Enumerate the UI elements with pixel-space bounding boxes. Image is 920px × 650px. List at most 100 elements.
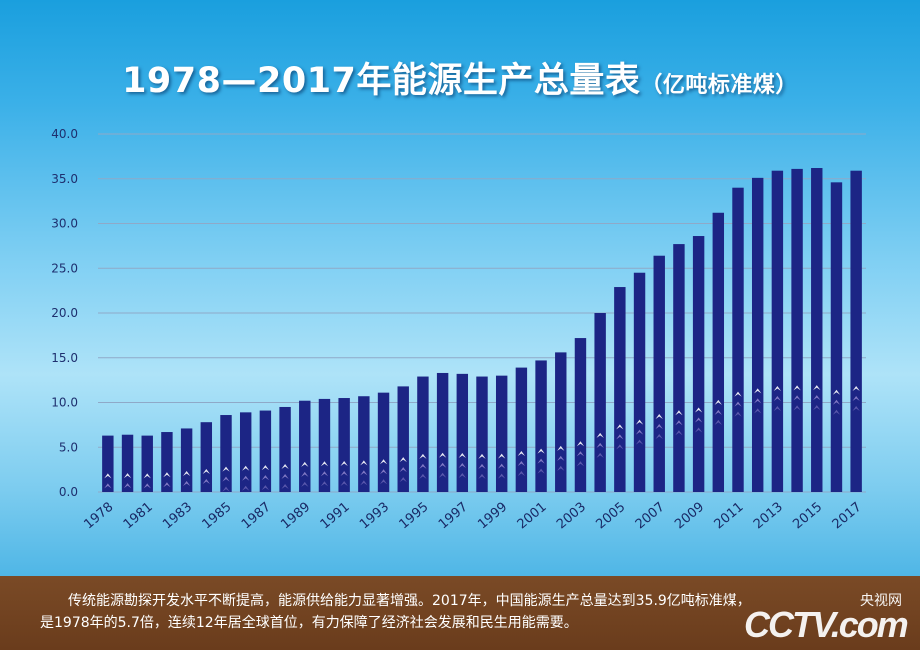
bar-chevron-icon <box>242 485 250 491</box>
bar-chevron-icon <box>438 462 447 468</box>
bar-chevron-icon <box>675 410 683 416</box>
bar-chevron-icon <box>222 486 230 492</box>
bar-chevron-icon <box>498 463 506 469</box>
bar-chevron-icon <box>694 407 703 413</box>
bar-chevron-icon <box>340 470 348 476</box>
bar-chevron-icon <box>458 463 466 469</box>
bar-2005 <box>614 287 626 492</box>
bars <box>102 168 862 493</box>
x-tick-label: 1997 <box>436 500 471 533</box>
bar-chevron-icon <box>438 452 447 458</box>
bar-chevron-icon <box>242 475 250 481</box>
bar-chevron-icon <box>182 471 191 477</box>
bar-2003 <box>574 338 587 492</box>
bar-1984 <box>200 422 213 492</box>
bar-chevron-icon <box>537 458 545 464</box>
bar-chevron-icon <box>301 481 309 487</box>
caption: 传统能源勘探开发水平不断提高，能源供给能力显著增强。2017年，中国能源生产总量… <box>40 590 900 634</box>
bar-2010 <box>712 212 725 492</box>
bar-1996 <box>436 372 449 492</box>
x-tick-label: 2003 <box>554 500 589 533</box>
bar-chevron-icon <box>104 483 112 489</box>
bar-chevron-icon <box>281 463 289 469</box>
bar-chevron-icon <box>813 405 821 411</box>
bar-chevron-icon <box>813 385 821 391</box>
bar-chevron-icon <box>143 483 151 489</box>
bar-1989 <box>299 400 311 492</box>
bar-chevron-icon <box>576 461 585 467</box>
caption-line-1: 传统能源勘探开发水平不断提高，能源供给能力显著增强。2017年，中国能源生产总量… <box>68 593 751 609</box>
x-tick-label: 1989 <box>278 500 313 533</box>
bar-chevron-icon <box>498 473 506 479</box>
bar-chevron-icon <box>261 485 270 491</box>
bar-2013 <box>771 170 784 492</box>
bar-1981 <box>141 435 153 492</box>
bar-chevron-icon <box>458 473 466 479</box>
bar-chevron-icon <box>714 409 722 415</box>
bar-chevron-icon <box>793 395 801 401</box>
x-tick-label: 1995 <box>397 500 432 533</box>
x-tick-label: 1981 <box>121 500 156 533</box>
x-tick-label: 1991 <box>318 500 353 533</box>
bar-chevron-icon <box>832 399 841 405</box>
bar-1990 <box>318 398 331 492</box>
bar-chevron-icon <box>281 483 289 489</box>
bar-chevron-icon <box>202 468 210 474</box>
bar-chevron-icon <box>399 467 407 473</box>
bar-2009 <box>692 236 705 492</box>
bar-chevron-icon <box>281 473 289 479</box>
bar-chevron-icon <box>222 476 230 482</box>
bar-1980 <box>121 434 134 492</box>
bar-chevron-icon <box>163 482 171 488</box>
bar-chevron-icon <box>301 461 309 467</box>
title-unit: （亿吨标准煤） <box>640 73 798 98</box>
bar-1998 <box>476 376 488 492</box>
bar-chevron-icon <box>379 469 388 475</box>
bar-1991 <box>338 398 350 492</box>
bar-chevron-icon <box>478 453 486 459</box>
bar-1983 <box>180 428 193 492</box>
bar-chevron-icon <box>163 472 171 478</box>
bar-chevron-icon <box>438 472 447 478</box>
bar-chevron-icon <box>478 473 486 479</box>
y-tick-label: 15.0 <box>51 351 78 365</box>
y-tick-label: 30.0 <box>51 217 78 231</box>
bar-chevron-icon <box>773 385 782 391</box>
footer-banner: 传统能源勘探开发水平不断提高，能源供给能力显著增强。2017年，中国能源生产总量… <box>0 576 920 650</box>
bar-chevron-icon <box>655 424 663 430</box>
bar-2017 <box>850 170 862 492</box>
bar-chevron-icon <box>596 442 604 448</box>
bar-chevron-icon <box>320 471 329 477</box>
bar-2006 <box>633 272 646 492</box>
bar-chevron-icon <box>734 401 742 407</box>
bar-chevron-icon <box>123 473 132 479</box>
bar-chevron-icon <box>557 445 565 451</box>
bar-chevron-icon <box>419 453 427 459</box>
bar-chevron-icon <box>301 471 309 477</box>
y-tick-label: 40.0 <box>51 127 78 141</box>
bar-chevron-icon <box>123 483 132 489</box>
bar-chevron-icon <box>655 434 663 440</box>
bar-chevron-icon <box>261 475 270 481</box>
bar-chevron-icon <box>832 409 841 415</box>
x-tick-label: 2001 <box>515 500 550 533</box>
bar-1992 <box>358 396 370 492</box>
caption-line-2: 是1978年的5.7倍，连续12年居全球首位，有力保障了经济社会发展和民生用能需… <box>40 615 578 631</box>
bar-chevron-icon <box>537 468 545 474</box>
bar-chevron-icon <box>379 459 388 465</box>
title-main: 1978—2017年能源生产总量表 <box>122 61 641 101</box>
bar-chevron-icon <box>852 385 860 391</box>
bar-chevron-icon <box>852 405 860 411</box>
bar-chevron-icon <box>616 424 624 430</box>
bar-2001 <box>535 360 547 492</box>
energy-bar-chart: 0.05.010.015.020.025.030.035.040.0 1978 1… <box>51 127 866 533</box>
x-tick-label: 2015 <box>790 500 825 533</box>
bar-chevron-icon <box>596 452 604 458</box>
bar-chevron-icon <box>537 448 545 454</box>
logo-cn-text: 央视网 <box>860 593 902 609</box>
bar-chevron-icon <box>773 405 782 411</box>
bar-1986 <box>239 412 252 492</box>
bar-chevron-icon <box>419 473 427 479</box>
x-tick-label: 1993 <box>357 500 392 533</box>
bar-chevron-icon <box>360 480 368 486</box>
